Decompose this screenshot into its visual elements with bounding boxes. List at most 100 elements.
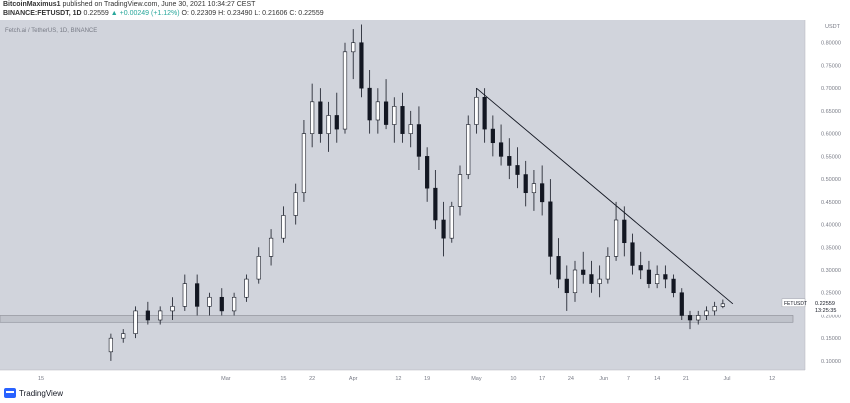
price-axis-background	[805, 20, 850, 385]
y-tick-label: 0.60000	[821, 132, 841, 138]
candle-body	[351, 42, 356, 53]
y-tick-label: 0.20000	[821, 313, 841, 319]
tradingview-logo-icon	[4, 388, 16, 398]
candle-body	[383, 101, 389, 125]
candle-body	[581, 269, 586, 275]
candle-body	[572, 269, 578, 294]
x-tick-label: 21	[683, 376, 689, 382]
candle-body	[293, 192, 298, 216]
candle-body	[182, 283, 187, 307]
y-axis-unit: USDT	[825, 24, 841, 30]
candle-body	[663, 274, 668, 280]
candle-body	[433, 187, 438, 221]
publish-info: BitcoinMaximus1 published on TradingView…	[3, 1, 255, 8]
countdown-label: 13:25:35	[815, 308, 836, 314]
candle-body	[408, 124, 413, 134]
y-tick-label: 0.75000	[821, 63, 841, 69]
y-tick-label: 0.55000	[821, 154, 841, 160]
chart-title: Fetch.ai / TetherUS, 1D, BINANCE	[5, 28, 97, 34]
y-tick-label: 0.80000	[821, 41, 841, 47]
candle-body	[696, 315, 701, 321]
candle-body	[207, 296, 212, 307]
candle-body	[244, 278, 249, 298]
x-tick-label: 7	[627, 376, 630, 382]
candle-body	[638, 265, 643, 271]
x-tick-label: 14	[654, 376, 660, 382]
candle-body	[281, 215, 286, 239]
x-tick-label: 15	[280, 376, 286, 382]
symbol-info: BINANCE:FETUSDT, 1D 0.22559 ▲ +0.00249 (…	[3, 10, 324, 17]
x-tick-label: 19	[424, 376, 430, 382]
candle-body	[256, 256, 261, 280]
candle-body	[158, 310, 163, 321]
candle-body	[301, 133, 307, 194]
candle-body	[597, 278, 602, 284]
chart-area[interactable]: Fetch.ai / TetherUS, 1D, BINANCE 0.80000 0…	[0, 20, 850, 385]
candle-body	[195, 283, 200, 307]
chart-footer: TradingView	[0, 385, 850, 403]
candle-body	[392, 106, 397, 125]
candle-body	[630, 242, 635, 266]
candle-body	[704, 310, 709, 316]
published-text: published on TradingView.com, June 30, 2…	[62, 1, 256, 8]
candle-body	[589, 274, 594, 284]
symbol-label-box	[781, 298, 806, 308]
candle-body	[170, 306, 175, 312]
candle-body	[523, 174, 528, 194]
y-tick-label: 0.70000	[821, 86, 841, 92]
candle-body	[531, 183, 537, 194]
candle-body	[268, 237, 274, 257]
x-tick-label: Apr	[349, 376, 358, 382]
y-tick-label: 0.15000	[821, 336, 841, 342]
candle-body	[605, 256, 610, 280]
candle-body	[375, 101, 380, 121]
tradingview-logo[interactable]: TradingView	[4, 388, 63, 398]
candle-body	[466, 124, 471, 175]
x-tick-label: 24	[568, 376, 574, 382]
x-tick-label: 15	[38, 376, 44, 382]
candle-body	[326, 115, 331, 134]
y-tick-label: 0.50000	[821, 177, 841, 183]
x-tick-label: 17	[539, 376, 545, 382]
candle-body	[232, 296, 237, 312]
candle-body	[613, 219, 619, 257]
y-tick-label: 0.10000	[821, 359, 841, 365]
symbol-label: FETUSDT	[784, 301, 807, 307]
candle-body	[425, 156, 430, 189]
candle-body	[540, 183, 545, 203]
candle-body	[556, 256, 561, 280]
chart-header: BitcoinMaximus1 published on TradingView…	[0, 0, 850, 20]
price-change: ▲ +0.00249 (+1.12%)	[110, 10, 180, 17]
x-tick-label: May	[471, 376, 482, 382]
x-tick-label: 12	[395, 376, 401, 382]
candle-body	[646, 269, 652, 284]
candle-body	[219, 296, 224, 312]
candle-body	[655, 274, 660, 284]
x-tick-label: 12	[769, 376, 775, 382]
y-tick-label: 0.35000	[821, 245, 841, 251]
candle-body	[474, 96, 479, 125]
x-tick-label: 22	[309, 376, 315, 382]
candle-body	[310, 101, 315, 134]
candlestick-chart[interactable]: Fetch.ai / TetherUS, 1D, BINANCE 0.80000 0…	[0, 20, 850, 385]
price-label-box	[807, 298, 847, 315]
candle-body	[482, 96, 487, 130]
candle-body	[548, 201, 553, 257]
symbol-name: BINANCE:FETUSDT, 1D	[3, 10, 82, 17]
support-zone	[0, 315, 794, 323]
y-tick-label: 0.25000	[821, 291, 841, 297]
candle-body	[342, 51, 348, 130]
candle-body	[108, 337, 113, 353]
tradingview-logo-text: TradingView	[19, 388, 64, 398]
x-tick-label: Mar	[221, 376, 231, 382]
y-tick-label: 0.30000	[821, 268, 841, 274]
y-tick-label: 0.45000	[821, 200, 841, 206]
candle-body	[133, 310, 138, 334]
candle-body	[687, 315, 693, 321]
candle-body	[457, 174, 463, 207]
author-name[interactable]: BitcoinMaximus1	[3, 1, 61, 8]
candle-body	[720, 303, 725, 307]
current-price-label: 0.22559	[815, 301, 835, 307]
candle-body	[564, 278, 569, 294]
candle-body	[318, 101, 323, 134]
